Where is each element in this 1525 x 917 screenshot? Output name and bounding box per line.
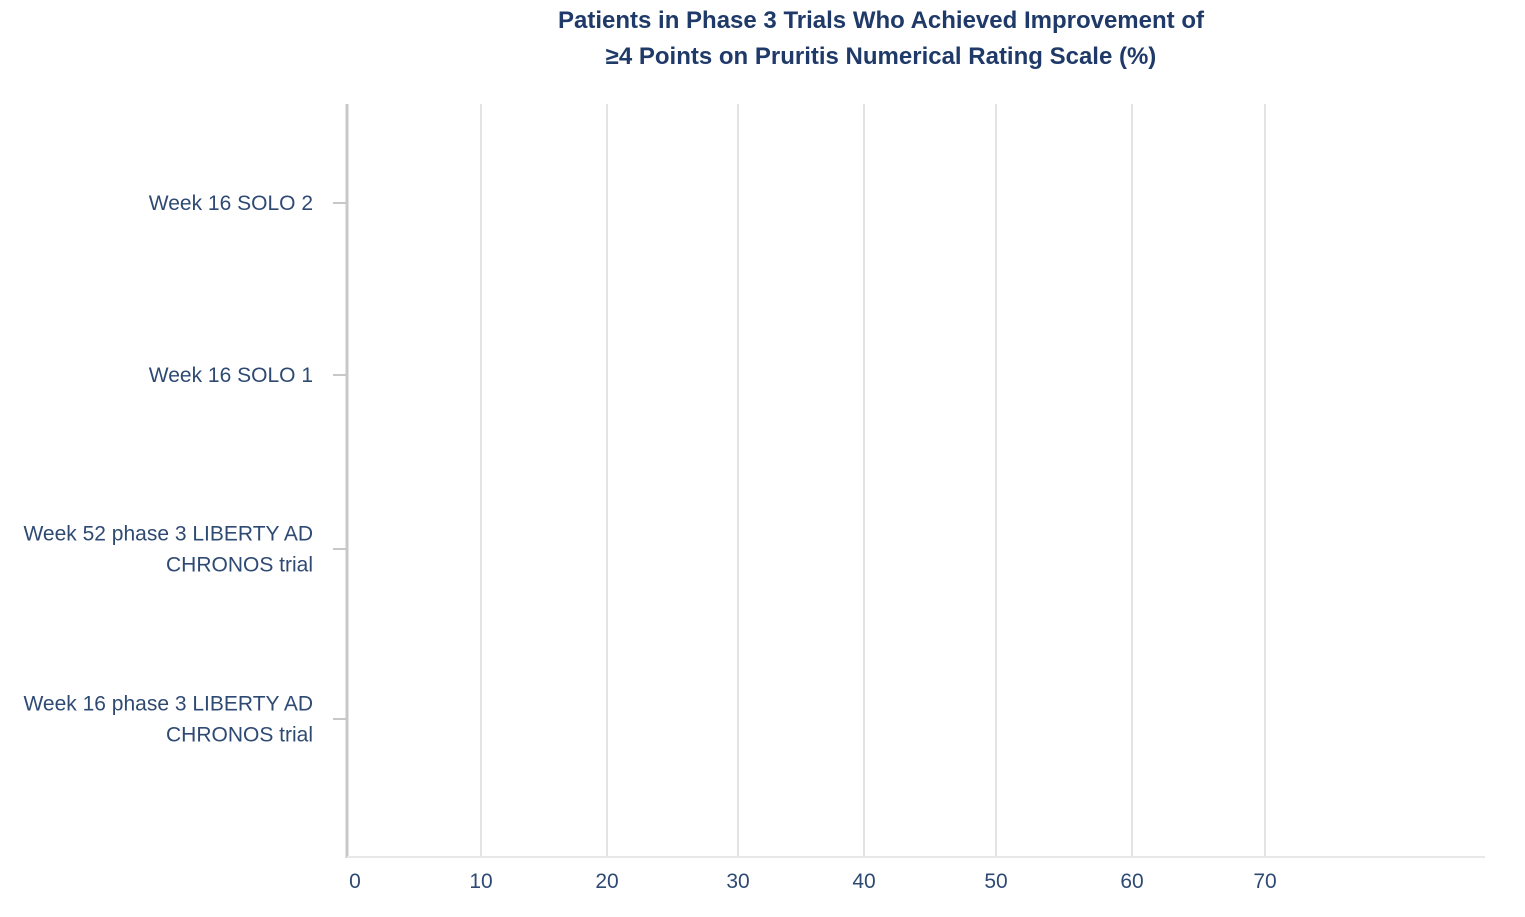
category-label: Week 16 SOLO 1 <box>149 364 313 387</box>
chart-title: Patients in Phase 3 Trials Who Achieved … <box>558 7 1205 70</box>
chart-title-line-2: ≥4 Points on Pruritis Numerical Rating S… <box>606 43 1157 70</box>
category-label: CHRONOS trial <box>166 554 313 577</box>
category-label: Week 52 phase 3 LIBERTY AD <box>23 523 313 546</box>
gridlines <box>480 104 1266 857</box>
x-tick-label: 0 <box>349 870 361 893</box>
category-label: Week 16 phase 3 LIBERTY AD <box>23 693 313 716</box>
category-label: CHRONOS trial <box>166 724 313 747</box>
x-tick-label: 30 <box>726 870 749 893</box>
x-tick-label: 20 <box>595 870 618 893</box>
chart-title-line-1: Patients in Phase 3 Trials Who Achieved … <box>558 7 1205 34</box>
x-tick-label: 40 <box>852 870 875 893</box>
x-tick-label: 70 <box>1253 870 1276 893</box>
x-tick-label: 60 <box>1120 870 1143 893</box>
category-label: Week 16 SOLO 2 <box>149 192 313 215</box>
category-labels: Week 16 SOLO 2 Week 16 SOLO 1 Week 52 phas… <box>23 192 313 747</box>
axes <box>333 104 1485 858</box>
x-tick-labels: 0 10 20 30 40 50 60 70 <box>349 870 1277 893</box>
x-tick-label: 50 <box>984 870 1007 893</box>
x-tick-label: 10 <box>469 870 492 893</box>
